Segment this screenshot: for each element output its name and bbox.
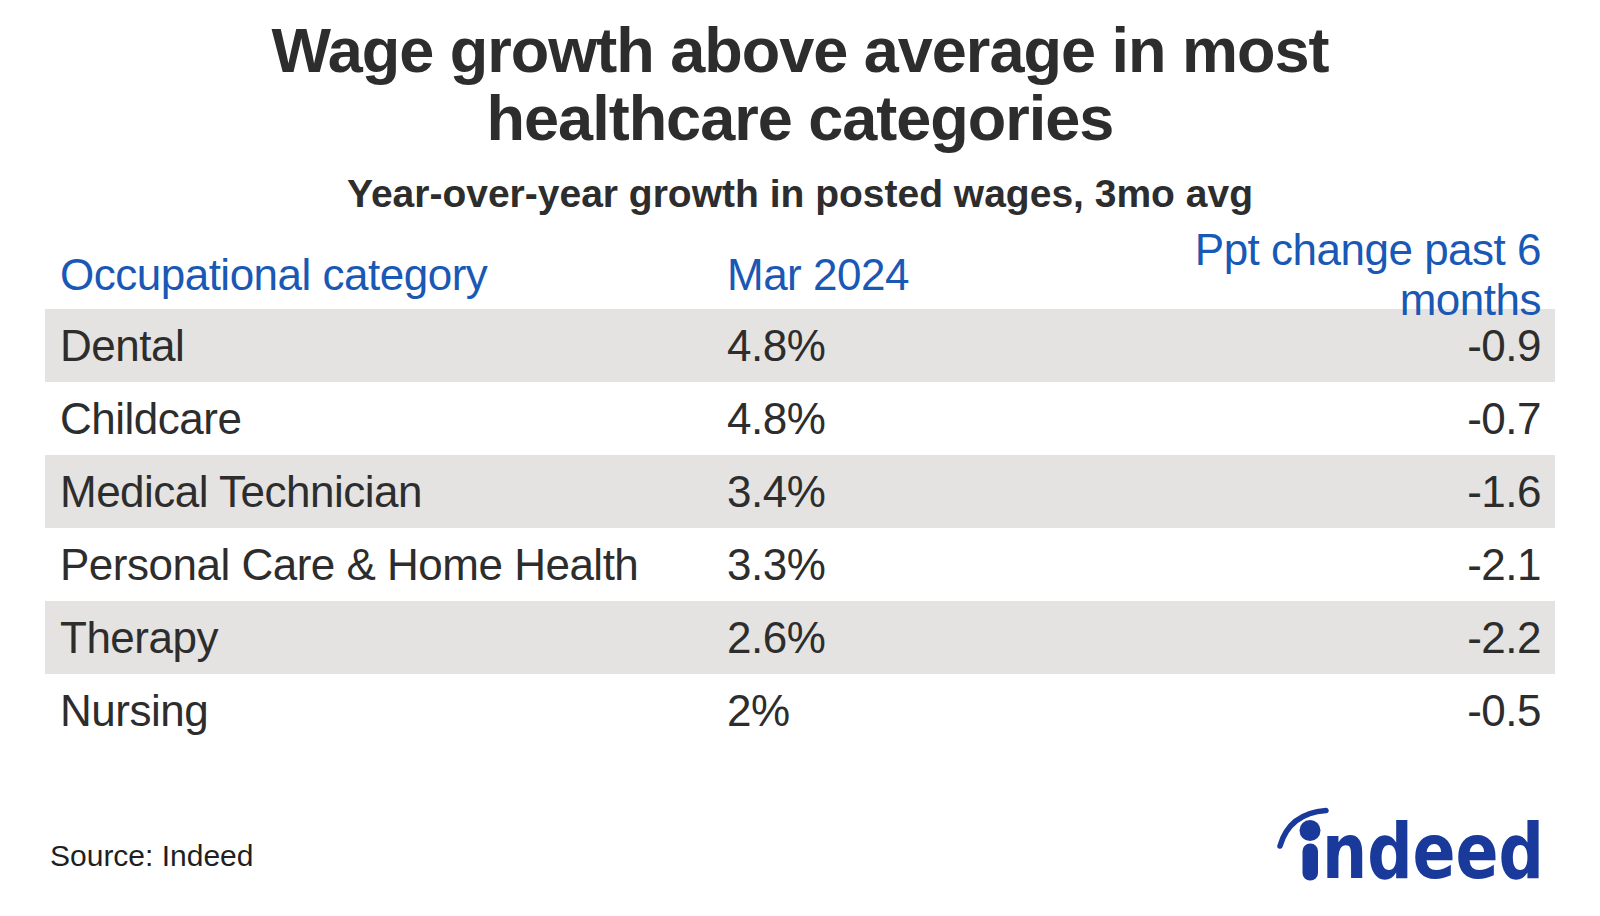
cell-category: Childcare	[45, 394, 727, 444]
cell-ppt-change: -2.2	[1147, 613, 1555, 663]
cell-mar-2024: 4.8%	[727, 321, 1147, 371]
table-header-row: Occupational category Mar 2024 Ppt chang…	[45, 240, 1555, 309]
table-row-dental: Dental 4.8% -0.9	[45, 309, 1555, 382]
indeed-logo-i-dot-icon	[1300, 820, 1321, 841]
table-row-personal-care-home-health: Personal Care & Home Health 3.3% -2.1	[45, 528, 1555, 601]
source-attribution: Source: Indeed	[50, 838, 253, 874]
cell-category: Personal Care & Home Health	[45, 540, 727, 590]
chart-title: Wage growth above average in most health…	[0, 16, 1600, 152]
cell-ppt-change: -0.9	[1147, 321, 1555, 371]
indeed-logo-i-stem-icon	[1303, 844, 1319, 881]
table-row-therapy: Therapy 2.6% -2.2	[45, 601, 1555, 674]
cell-mar-2024: 4.8%	[727, 394, 1147, 444]
cell-ppt-change: -2.1	[1147, 540, 1555, 590]
indeed-logo: ndeed	[1276, 806, 1548, 882]
column-header-occupational-category: Occupational category	[45, 250, 727, 300]
wage-growth-table: Occupational category Mar 2024 Ppt chang…	[45, 240, 1555, 747]
cell-mar-2024: 3.4%	[727, 467, 1147, 517]
cell-ppt-change: -1.6	[1147, 467, 1555, 517]
cell-category: Dental	[45, 321, 727, 371]
chart-subtitle: Year-over-year growth in posted wages, 3…	[0, 172, 1600, 216]
table-row-childcare: Childcare 4.8% -0.7	[45, 382, 1555, 455]
table-row-nursing: Nursing 2% -0.5	[45, 674, 1555, 747]
indeed-logo-wordmark: ndeed	[1322, 807, 1544, 882]
cell-ppt-change: -0.5	[1147, 686, 1555, 736]
cell-category: Medical Technician	[45, 467, 727, 517]
chart-title-line-2: healthcare categories	[0, 84, 1600, 152]
cell-mar-2024: 2%	[727, 686, 1147, 736]
cell-category: Therapy	[45, 613, 727, 663]
column-header-mar-2024: Mar 2024	[727, 250, 1147, 300]
column-header-ppt-change: Ppt change past 6 months	[1147, 225, 1555, 325]
cell-ppt-change: -0.7	[1147, 394, 1555, 444]
cell-mar-2024: 2.6%	[727, 613, 1147, 663]
chart-title-line-1: Wage growth above average in most	[0, 16, 1600, 84]
cell-category: Nursing	[45, 686, 727, 736]
cell-mar-2024: 3.3%	[727, 540, 1147, 590]
table-row-medical-technician: Medical Technician 3.4% -1.6	[45, 455, 1555, 528]
